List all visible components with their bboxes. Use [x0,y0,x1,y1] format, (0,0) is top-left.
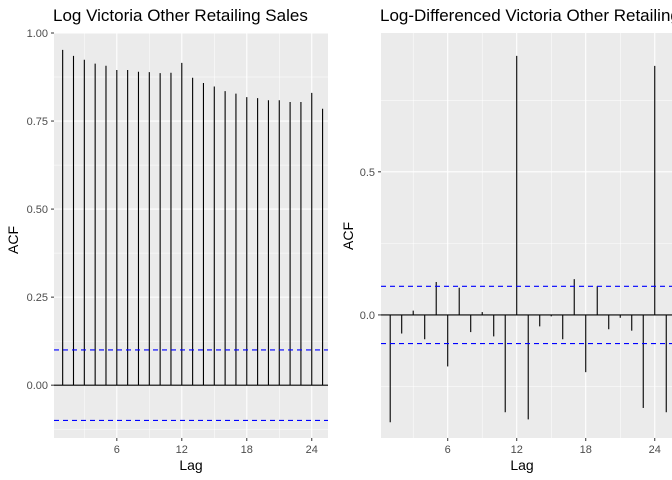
y-tick-label: 0.25 [27,292,48,304]
x-axis-title: Lag [510,457,533,473]
panel-background [381,33,672,438]
acf-chart-log-sales: Log Victoria Other Retailing Sales ACF L… [5,6,328,473]
x-tick-label: 6 [114,444,120,456]
plot-area [54,32,328,438]
x-tick-label: 18 [580,444,592,456]
chart-title: Log Victoria Other Retailing Sales [53,6,308,25]
panel-background [54,33,328,438]
x-tick-label: 24 [306,444,318,456]
x-axis-title: Lag [179,457,202,473]
x-tick-label: 18 [241,444,253,456]
plot-area [381,33,672,438]
y-tick-label: 0.50 [27,204,48,216]
x-tick-label: 12 [176,444,188,456]
y-tick-label: 0.75 [27,116,48,128]
chart-title: Log-Differenced Victoria Other Retailing… [380,6,672,25]
x-tick-label: 6 [445,444,451,456]
y-tick-label: 1.00 [27,28,48,40]
y-axis-title: ACF [5,226,21,254]
y-tick-label: 0.00 [27,380,48,392]
x-tick-label: 24 [649,444,661,456]
acf-chart-log-differenced-sales: Log-Differenced Victoria Other Retailing… [340,6,672,473]
x-tick-label: 12 [511,444,523,456]
y-axis-title: ACF [340,222,356,250]
y-tick-label: 0.5 [360,167,375,179]
y-tick-label: 0.0 [360,310,375,322]
